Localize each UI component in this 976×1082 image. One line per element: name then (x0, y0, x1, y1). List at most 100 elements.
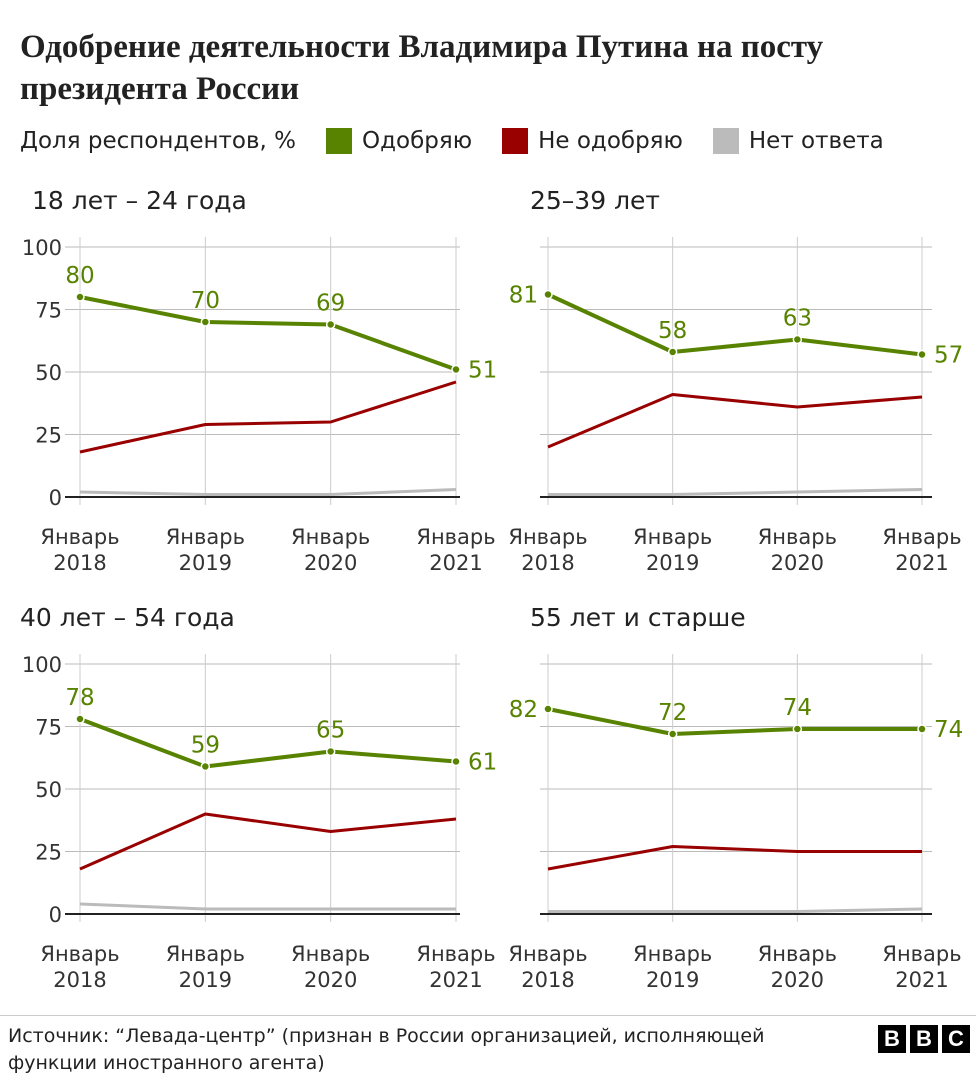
data-point (75, 714, 85, 724)
x-tick-label: Январь (40, 525, 119, 549)
data-point (917, 349, 927, 360)
data-point (792, 724, 803, 734)
x-tick-label: 2019 (646, 968, 699, 992)
y-tick-label: 0 (49, 486, 62, 510)
data-label: 51 (468, 358, 497, 384)
x-tick-label: Январь (166, 942, 245, 966)
y-tick-label: 25 (35, 424, 62, 448)
y-tick-label: 75 (35, 716, 62, 740)
data-point (543, 704, 553, 714)
data-point (543, 289, 553, 300)
x-tick-label: 2021 (895, 551, 948, 575)
data-label: 74 (934, 717, 963, 743)
data-label: 69 (316, 291, 345, 317)
series-line-no-answer (79, 902, 456, 911)
series-line-no-answer (548, 907, 923, 913)
data-point (325, 319, 336, 330)
data-label: 70 (191, 288, 220, 314)
series-line-approve (547, 707, 922, 736)
legend-swatch-approve (326, 128, 353, 154)
data-label: 78 (65, 685, 94, 711)
x-tick-label: Январь (633, 525, 712, 549)
data-label: 63 (783, 306, 812, 332)
x-tick-label: 2018 (53, 968, 106, 992)
data-point (325, 746, 336, 757)
data-label: 59 (191, 733, 220, 759)
y-tick-label: 50 (35, 778, 62, 802)
y-tick-label: 50 (35, 361, 62, 385)
x-tick-label: Январь (758, 942, 837, 966)
data-label: 74 (783, 695, 812, 721)
x-tick-label: Январь (508, 525, 587, 549)
x-tick-label: Январь (758, 525, 837, 549)
y-tick-label: 75 (35, 299, 62, 323)
data-point (792, 334, 803, 345)
data-point (667, 729, 678, 739)
legend-swatch-no-answer (712, 128, 739, 154)
series-line-disapprove (79, 380, 457, 454)
series-line-disapprove (79, 812, 457, 871)
data-label: 82 (509, 697, 538, 723)
data-point (451, 756, 461, 767)
x-tick-label: 2018 (521, 968, 574, 992)
data-label: 61 (468, 750, 497, 776)
x-tick-label: 2019 (646, 551, 699, 575)
y-tick-label: 25 (35, 841, 62, 865)
chart-title: Одобрение деятельности Владимира Путина … (20, 29, 824, 107)
x-tick-label: Январь (40, 942, 119, 966)
data-label: 72 (658, 700, 687, 726)
x-tick-label: Январь (291, 525, 370, 549)
x-tick-label: Январь (633, 942, 712, 966)
data-point (75, 292, 85, 302)
data-label: 57 (934, 343, 963, 369)
panel-title: 40 лет – 54 года (20, 603, 235, 632)
x-tick-label: 2019 (179, 551, 232, 575)
x-tick-label: 2021 (429, 551, 482, 575)
x-tick-label: 2018 (53, 551, 106, 575)
series-line-no-answer (79, 488, 457, 496)
x-tick-label: 2021 (895, 968, 948, 992)
x-tick-label: 2019 (179, 968, 232, 992)
panel-title: 25–39 лет (530, 186, 660, 215)
x-tick-label: 2018 (521, 551, 574, 575)
data-label: 81 (509, 283, 538, 309)
x-tick-label: 2020 (771, 968, 824, 992)
x-tick-label: 2021 (429, 968, 482, 992)
series-line-disapprove (547, 845, 922, 871)
x-tick-label: 2020 (304, 551, 357, 575)
legend-swatch-disapprove (502, 128, 529, 154)
legend-label: Доля респондентов, % (20, 128, 297, 154)
legend-item-approve: Одобряю (362, 128, 473, 154)
data-point (200, 761, 211, 772)
y-tick-label: 0 (49, 903, 62, 927)
series-line-no-answer (548, 488, 923, 496)
source-note: Источник: “Левада-центр” (признан в Росс… (8, 1025, 765, 1074)
x-tick-label: 2020 (771, 551, 824, 575)
data-point (200, 317, 211, 327)
x-tick-label: Январь (882, 942, 961, 966)
panel-title: 18 лет – 24 года (32, 186, 247, 215)
x-tick-label: 2020 (304, 968, 357, 992)
legend-item-disapprove: Не одобряю (538, 128, 683, 154)
data-point (451, 364, 461, 375)
series-line-approve (79, 717, 457, 769)
data-label: 58 (658, 318, 687, 344)
panel-title: 55 лет и старше (530, 603, 746, 632)
x-tick-label: Январь (416, 942, 495, 966)
x-tick-label: Январь (882, 525, 961, 549)
legend: Доля респондентов, % Одобряю Не одобряю … (20, 128, 884, 154)
x-tick-label: Январь (416, 525, 495, 549)
data-point (667, 347, 678, 357)
y-tick-label: 100 (22, 236, 62, 260)
divider (0, 1015, 976, 1016)
series-line-approve (79, 295, 457, 372)
x-tick-label: Январь (508, 942, 587, 966)
series-line-approve (547, 292, 923, 357)
series-line-disapprove (547, 393, 923, 449)
data-label: 80 (65, 263, 94, 289)
data-point (917, 724, 927, 734)
legend-item-no-answer: Нет ответа (748, 128, 884, 154)
